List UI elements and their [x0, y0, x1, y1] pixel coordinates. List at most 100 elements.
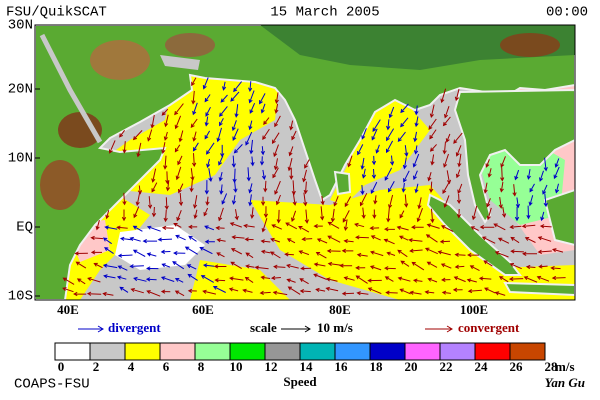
wind-arrow — [147, 129, 153, 142]
wind-arrow — [192, 131, 197, 142]
wind-arrow — [204, 94, 211, 103]
wind-arrow — [528, 195, 534, 207]
wind-arrow — [259, 156, 265, 166]
wind-arrow — [313, 262, 326, 267]
wind-arrow — [452, 287, 463, 292]
color-swatch — [229, 342, 266, 361]
wind-arrow — [440, 88, 447, 104]
wind-arrow — [260, 196, 266, 206]
wind-arrow — [553, 166, 560, 180]
wind-arrow — [375, 144, 380, 154]
wind-arrow — [263, 180, 268, 193]
wind-arrow — [62, 277, 75, 285]
wind-arrow — [219, 118, 224, 127]
wind-arrow — [409, 248, 423, 253]
wind-arrow — [133, 276, 147, 282]
wind-arrow — [165, 180, 171, 192]
wind-arrow — [218, 207, 224, 222]
wind-arrow — [248, 183, 253, 194]
wind-arrow — [188, 224, 198, 229]
land — [35, 25, 575, 300]
wind-arrow — [233, 180, 238, 193]
color-swatch — [369, 342, 406, 361]
wind-arrow — [440, 263, 452, 269]
wind-arrow — [230, 261, 242, 270]
wind-arrow — [399, 288, 411, 295]
red-sea — [39, 33, 103, 144]
wind-arrow — [248, 120, 253, 131]
wind-arrow — [367, 278, 382, 283]
wind-arrow — [204, 225, 215, 231]
wind-arrow — [413, 170, 418, 181]
map — [35, 25, 575, 300]
wind-arrow — [254, 265, 269, 270]
wind-arrow — [493, 223, 506, 231]
wind-arrow — [232, 128, 239, 141]
wind-arrow — [333, 196, 339, 207]
wind-arrow — [384, 266, 396, 271]
wind-arrow — [291, 210, 297, 222]
wind-arrow — [161, 263, 171, 268]
wind-arrow — [412, 278, 423, 283]
wind-arrow — [414, 183, 419, 194]
wind-arrow — [537, 249, 552, 254]
wind-arrow — [469, 265, 480, 272]
wind-arrow — [160, 276, 175, 282]
wind-arrow — [509, 263, 522, 270]
wind-arrow — [273, 158, 278, 171]
wind-arrow — [286, 263, 299, 269]
color-swatch — [474, 342, 511, 361]
wind-arrow — [274, 180, 281, 195]
wind-arrow — [453, 132, 463, 144]
wind-arrow — [500, 156, 506, 168]
wind-arrow — [341, 248, 354, 253]
wind-arrow — [442, 141, 447, 155]
wind-arrow — [244, 237, 254, 242]
wind-arrow — [343, 276, 355, 281]
wind-arrow — [455, 169, 461, 179]
color-swatch — [439, 342, 476, 361]
wind-arrow — [467, 252, 480, 258]
wind-arrow — [271, 132, 280, 144]
wind-arrow — [142, 238, 158, 244]
wind-arrow — [408, 238, 423, 243]
wind-arrow — [73, 291, 87, 297]
lon-label: 40E — [57, 302, 79, 317]
wind-arrow — [174, 290, 185, 297]
wind-arrow — [163, 131, 168, 141]
wind-arrow — [389, 155, 395, 166]
wind-arrow — [116, 275, 127, 280]
wind-arrow — [287, 157, 293, 172]
wind-arrow — [384, 167, 393, 181]
wind-arrow — [260, 146, 265, 156]
speed-tick-label: 0 — [58, 359, 65, 374]
wind-arrow — [538, 264, 548, 269]
wind-arrow — [508, 276, 524, 282]
lon-label: 80E — [329, 302, 351, 317]
wind-arrow — [497, 237, 510, 244]
wind-arrow — [400, 117, 409, 128]
speed-tick-label: 20 — [405, 359, 418, 374]
wind-arrow — [443, 153, 449, 168]
color-swatch — [124, 342, 161, 361]
wind-arrow — [417, 197, 422, 210]
wind-arrow — [108, 140, 116, 154]
wind-arrow — [260, 103, 266, 114]
wind-arrow — [446, 170, 452, 185]
wind-arrow — [175, 234, 186, 241]
wind-arrow — [356, 252, 368, 258]
wind-arrow — [160, 289, 171, 294]
wind-arrow — [219, 184, 224, 195]
lon-label: 60E — [192, 302, 214, 317]
wind-arrow — [208, 168, 213, 182]
wind-arrow — [202, 289, 217, 295]
wind-arrow — [367, 287, 382, 295]
wind-arrow — [529, 183, 535, 193]
wind-arrow — [313, 223, 323, 229]
wind-arrow — [104, 247, 114, 255]
wind-arrow — [121, 209, 127, 222]
wind-arrow — [412, 153, 420, 168]
wind-arrow — [554, 158, 560, 168]
